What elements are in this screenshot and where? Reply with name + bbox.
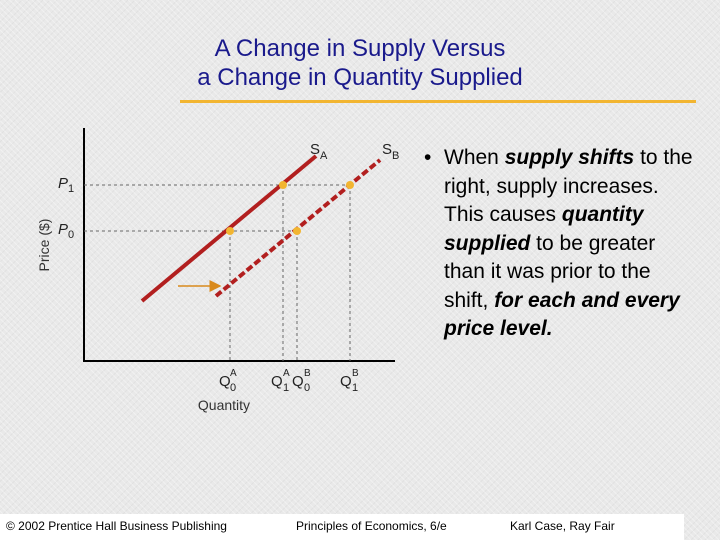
supply-shift-graph: Price ($) P1 P0 SA SB Q A 0 Q A 1 Q B 0 … [36,128,399,413]
q-label-q0a-sup: A [230,368,237,379]
q-label-q1a-sub: 1 [283,382,289,394]
q-label-q1a-sup: A [283,368,290,379]
curve-points [226,181,354,235]
bullet-part: to be greater than it was prior to the s… [444,231,656,312]
bullet-text: When supply shifts to the right, supply … [444,144,700,344]
footer-copyright: © 2002 Prentice Hall Business Publishing [6,519,227,533]
price-label-p0: P0 [58,221,74,241]
curve-label-sb: SB [382,141,399,162]
bullet-part: When [444,146,505,169]
bullet-dot: • [424,146,432,169]
q-label-q0a-sub: 0 [230,382,236,394]
q-label-q0b-main: Q [292,373,304,390]
slide-title: A Change in Supply Versus a Change in Qu… [0,34,720,92]
q-label-q1a-main: Q [271,373,283,390]
curve-label-sa: SA [310,141,328,162]
bullet-emphasis: for each and every price level. [444,288,680,341]
guide-lines [84,184,351,361]
q-label-q0b-sup: B [304,368,311,379]
slide-footer: © 2002 Prentice Hall Business Publishing… [0,514,684,540]
footer-authors: Karl Case, Ray Fair [510,519,615,533]
bullet-emphasis: supply shifts [504,146,635,169]
point-a-p0 [226,227,234,235]
bullet-part: to the right, supply increases. This cau… [444,146,693,226]
point-b-p0 [293,227,301,235]
title-line-2: a Change in Quantity Supplied [197,64,523,91]
x-axis-label: Quantity [198,397,250,413]
bullet-point: • When supply shifts to the right, suppl… [424,144,700,344]
q-label-q1b-main: Q [340,373,352,390]
q-label-q1b-sub: 1 [352,382,358,394]
y-axis-label: Price ($) [36,219,52,272]
price-label-p1: P1 [58,175,74,195]
q-label-q0b-sub: 0 [304,382,310,394]
title-divider [180,100,696,103]
point-a-p1 [279,181,287,189]
bullet-emphasis: quantity supplied [444,203,644,255]
title-line-1: A Change in Supply Versus [214,35,506,62]
q-label-q0a-main: Q [219,373,231,390]
footer-book: Principles of Economics, 6/e [296,519,447,533]
q-label-q1b-sup: B [352,368,359,379]
point-b-p1 [346,181,354,189]
